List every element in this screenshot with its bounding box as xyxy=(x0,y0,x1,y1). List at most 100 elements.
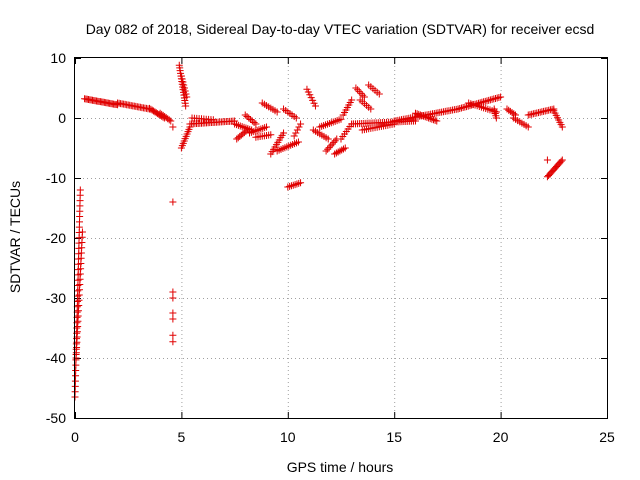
data-point xyxy=(420,112,428,120)
data-point xyxy=(169,123,177,131)
y-tick-label: -50 xyxy=(46,410,66,426)
data-point xyxy=(182,90,190,98)
data-point xyxy=(181,87,189,95)
data-point xyxy=(287,182,295,190)
y-tick-label: -40 xyxy=(46,350,66,366)
data-point xyxy=(411,109,419,117)
data-point xyxy=(426,115,434,123)
data-point xyxy=(291,181,299,189)
data-point xyxy=(165,116,173,124)
data-point xyxy=(284,183,292,191)
data-point xyxy=(367,105,375,113)
data-point xyxy=(293,180,301,188)
plot-frame xyxy=(74,57,608,419)
data-point xyxy=(338,146,346,154)
x-tick-label: 15 xyxy=(386,429,402,445)
data-point xyxy=(295,123,303,131)
x-tick-label: 0 xyxy=(71,429,79,445)
data-point xyxy=(324,145,332,153)
data-point xyxy=(297,120,305,128)
data-point xyxy=(180,81,188,89)
data-point xyxy=(336,147,344,155)
data-point xyxy=(167,117,175,125)
data-point xyxy=(294,138,302,146)
data-point xyxy=(425,114,433,122)
data-point xyxy=(178,75,186,83)
data-point xyxy=(169,338,177,346)
data-point xyxy=(250,119,258,126)
data-point xyxy=(331,150,339,158)
data-point xyxy=(558,123,566,131)
data-point xyxy=(286,182,294,190)
data-point xyxy=(177,72,185,80)
data-point xyxy=(558,156,566,164)
data-point xyxy=(180,84,188,92)
data-point xyxy=(169,294,177,302)
chart-title: Day 082 of 2018, Sidereal Day-to-day VTE… xyxy=(86,21,595,37)
data-point xyxy=(332,149,340,157)
x-tick-label: 20 xyxy=(493,429,509,445)
data-point xyxy=(428,115,436,123)
data-point xyxy=(360,93,368,101)
data-point xyxy=(280,129,288,137)
x-tick-labels: 0 5 10 15 20 25 xyxy=(71,429,615,445)
data-point xyxy=(293,126,301,134)
y-tick-labels: 10 0 -10 -20 -30 -40 -50 xyxy=(46,50,66,426)
data-point xyxy=(339,145,347,153)
data-point xyxy=(209,116,217,124)
data-point xyxy=(431,116,439,124)
data-point xyxy=(557,157,565,165)
data-point xyxy=(169,331,177,339)
data-point xyxy=(267,131,275,139)
data-point xyxy=(330,138,338,146)
x-tick-label: 10 xyxy=(280,429,296,445)
data-point xyxy=(327,142,335,150)
data-point xyxy=(337,115,345,123)
data-point xyxy=(183,93,191,101)
data-point xyxy=(263,123,271,131)
data-point xyxy=(242,127,250,135)
y-tick-label: 10 xyxy=(50,50,66,66)
data-point xyxy=(297,179,305,187)
y-tick-label: -30 xyxy=(46,290,66,306)
data-point xyxy=(295,179,303,187)
data-point xyxy=(76,186,84,194)
y-axis-label: SDTVAR / TECUs xyxy=(7,181,23,293)
data-point xyxy=(411,117,419,125)
data-point xyxy=(416,111,424,119)
data-point xyxy=(169,309,177,317)
data-point xyxy=(247,116,255,123)
data-point xyxy=(289,181,297,189)
data-point xyxy=(524,123,532,131)
data-point xyxy=(423,113,431,121)
data-point xyxy=(421,113,429,121)
data-point xyxy=(243,113,251,120)
data-point xyxy=(328,140,336,148)
data-points xyxy=(71,61,566,401)
data-point xyxy=(359,91,367,99)
data-point xyxy=(292,114,300,122)
data-point xyxy=(354,86,362,94)
data-point xyxy=(241,111,249,119)
x-tick-label: 5 xyxy=(178,429,186,445)
data-point xyxy=(418,112,426,120)
data-point xyxy=(355,88,363,96)
data-point xyxy=(169,288,177,296)
data-point xyxy=(311,102,319,110)
x-tick-label: 25 xyxy=(599,429,615,445)
data-point xyxy=(415,110,423,118)
x-axis-label: GPS time / hours xyxy=(287,459,394,475)
y-tick-label: 0 xyxy=(58,110,66,126)
data-point xyxy=(322,147,330,155)
data-point xyxy=(290,132,298,140)
data-point xyxy=(179,78,187,86)
data-point xyxy=(413,110,421,118)
data-point xyxy=(182,102,190,110)
data-point xyxy=(325,144,333,152)
data-point xyxy=(334,148,342,156)
y-tick-label: -10 xyxy=(46,170,66,186)
data-point xyxy=(78,228,86,236)
data-point xyxy=(169,198,177,206)
data-point xyxy=(273,108,281,116)
data-point xyxy=(248,117,256,125)
